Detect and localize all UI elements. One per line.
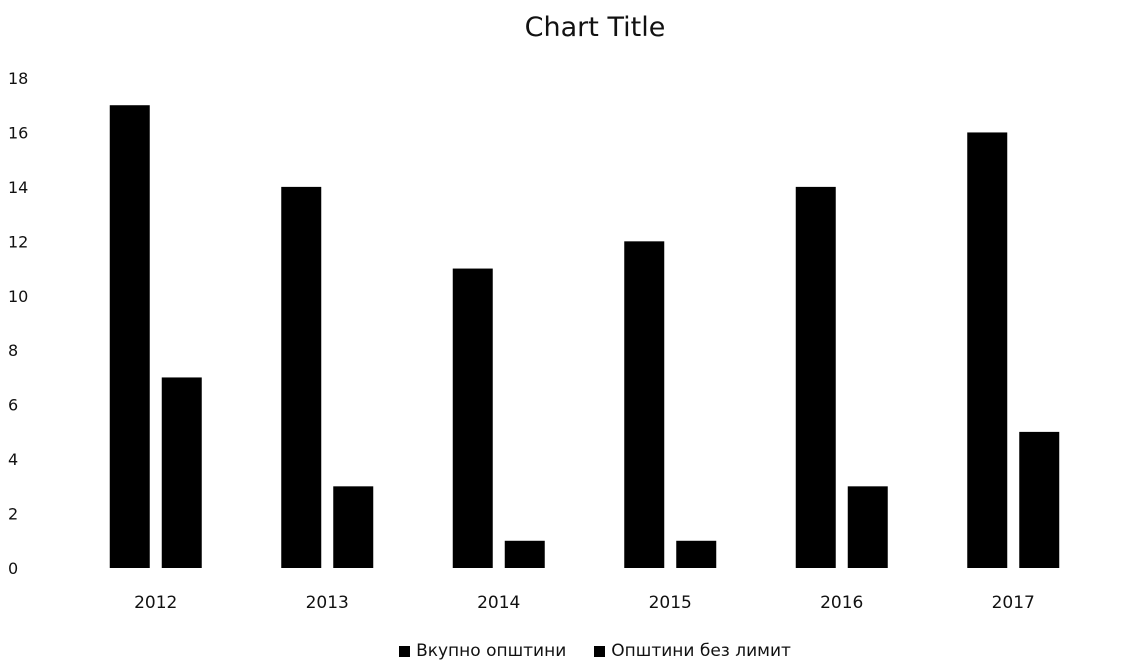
legend: Вкупно општини Општини без лимит: [0, 641, 1121, 661]
y-tick-label: 18: [8, 69, 28, 88]
y-tick-label: 2: [8, 505, 18, 524]
y-tick-label: 14: [8, 178, 28, 197]
x-category-label: 2017: [992, 593, 1035, 613]
bar-2015-series-2: [676, 540, 717, 568]
legend-swatch-series-1: [399, 645, 411, 657]
y-tick-label: 0: [8, 559, 18, 578]
bar-2012-series-1: [109, 105, 150, 568]
legend-label-series-2: Општини без лимит: [611, 641, 791, 661]
bar-2014-series-2: [504, 540, 545, 568]
y-tick-label: 4: [8, 450, 18, 469]
y-tick-label: 16: [8, 123, 28, 142]
bar-2013-series-2: [333, 486, 374, 568]
bar-2016-series-1: [795, 186, 836, 568]
chart-title: Chart Title: [524, 12, 666, 43]
bar-2015-series-1: [624, 241, 665, 569]
y-tick-label: 8: [8, 341, 18, 360]
legend-swatch-series-2: [594, 645, 606, 657]
x-category-label: 2015: [649, 593, 692, 613]
legend-item-series-2: Општини без лимит: [594, 641, 791, 661]
x-category-label: 2014: [477, 593, 520, 613]
bar-2012-series-2: [161, 377, 202, 568]
bar-2017-series-2: [1019, 431, 1060, 568]
bar-2016-series-2: [847, 486, 888, 568]
bar-2017-series-1: [967, 132, 1008, 568]
bar-2014-series-1: [452, 268, 493, 568]
bar-2013-series-1: [281, 186, 322, 568]
x-category-label: 2012: [134, 593, 177, 613]
legend-item-series-1: Вкупно општини: [399, 641, 566, 661]
legend-label-series-1: Вкупно општини: [416, 641, 567, 661]
y-tick-label: 6: [8, 396, 18, 415]
x-category-label: 2016: [820, 593, 863, 613]
y-tick-label: 10: [8, 287, 28, 306]
y-tick-label: 12: [8, 232, 28, 251]
x-category-label: 2013: [306, 593, 349, 613]
